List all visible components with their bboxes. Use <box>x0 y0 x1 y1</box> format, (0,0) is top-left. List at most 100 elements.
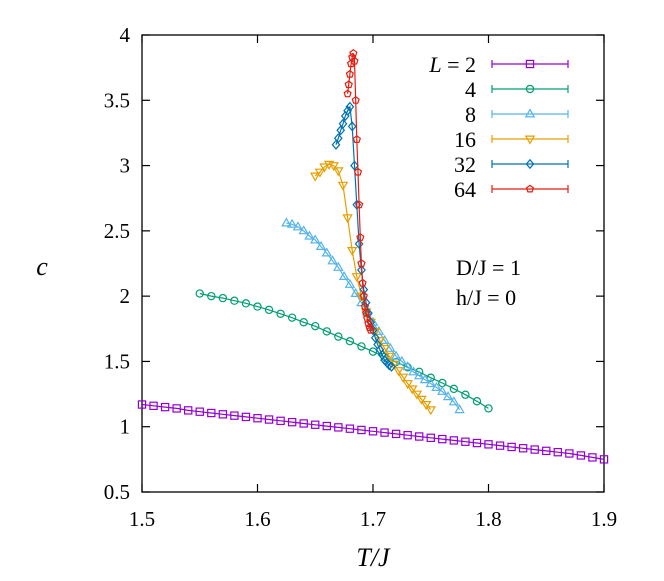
data-point <box>286 218 298 228</box>
data-point <box>553 447 563 457</box>
data-point <box>419 374 431 384</box>
data-point <box>287 417 297 427</box>
data-point <box>299 419 308 428</box>
data-point <box>352 135 362 143</box>
data-point <box>149 401 158 411</box>
legend-entry-64: 64 <box>454 177 569 202</box>
data-point <box>437 385 448 395</box>
data-point <box>391 429 401 439</box>
x-axis-title: T/J <box>356 543 391 572</box>
data-point <box>454 404 465 414</box>
data-point <box>449 436 459 445</box>
data-point <box>354 238 364 250</box>
data-point <box>438 434 447 444</box>
data-point <box>336 125 346 136</box>
data-point <box>311 321 320 331</box>
data-point <box>195 289 204 298</box>
data-point <box>327 255 338 265</box>
data-point <box>253 302 262 311</box>
data-point <box>321 247 333 257</box>
data-point <box>241 412 251 422</box>
data-point <box>309 234 321 244</box>
data-point <box>359 291 368 300</box>
legend-entry-32: 32 <box>454 152 569 177</box>
data-point <box>354 200 364 209</box>
data-point <box>343 89 352 98</box>
data-point <box>426 373 435 382</box>
data-point <box>333 261 344 271</box>
data-point <box>384 360 394 371</box>
data-point <box>346 59 356 68</box>
data-point <box>396 355 408 365</box>
data-point <box>276 416 285 426</box>
legend-marker <box>525 158 535 170</box>
data-point <box>322 327 331 336</box>
data-point <box>415 432 424 441</box>
data-point <box>426 433 435 443</box>
annotation-hj: h/J = 0 <box>456 285 516 310</box>
data-point <box>160 402 170 412</box>
legend-marker <box>525 84 535 94</box>
y-tick-label: 3 <box>120 154 131 178</box>
data-point <box>253 414 262 423</box>
data-point <box>403 431 412 440</box>
data-point <box>360 302 370 311</box>
data-point <box>351 273 363 283</box>
data-point <box>264 415 274 424</box>
y-tick-label: 0.5 <box>104 480 130 504</box>
legend-marker <box>525 184 535 193</box>
data-point <box>328 162 339 172</box>
data-point <box>315 240 327 250</box>
data-point <box>518 444 528 453</box>
data-point <box>319 163 330 173</box>
data-point <box>350 56 359 65</box>
data-point <box>365 323 374 331</box>
series-2 <box>137 400 609 464</box>
data-point <box>358 278 367 287</box>
data-point <box>420 401 432 411</box>
data-point <box>416 395 427 405</box>
data-point <box>425 377 437 388</box>
data-point <box>357 342 366 351</box>
x-tick-label: 1.5 <box>129 507 155 531</box>
data-point <box>218 410 228 419</box>
data-point <box>576 451 586 460</box>
data-point <box>356 233 365 241</box>
x-tick-label: 1.9 <box>591 507 617 531</box>
legend-label: L = 2 <box>428 52 476 77</box>
data-point <box>507 442 516 452</box>
x-tick-label: 1.8 <box>475 507 501 531</box>
data-point <box>448 396 460 406</box>
data-point <box>402 361 413 371</box>
data-point <box>351 95 360 104</box>
data-point <box>402 380 413 390</box>
data-point <box>390 350 402 360</box>
series-line <box>286 222 461 411</box>
y-tick-label: 3.5 <box>104 88 130 112</box>
series-line <box>199 292 489 409</box>
data-point <box>334 423 343 432</box>
data-point <box>472 438 482 448</box>
data-point <box>281 217 292 227</box>
legend-prefix: L <box>428 52 441 77</box>
data-point <box>542 446 551 456</box>
data-point <box>172 404 181 413</box>
data-point <box>383 352 395 362</box>
data-point <box>530 445 539 454</box>
data-point <box>345 424 355 433</box>
data-point <box>184 406 193 415</box>
x-tick-label: 1.7 <box>360 507 386 531</box>
data-point <box>347 121 357 132</box>
data-point <box>195 407 204 416</box>
data-point <box>333 133 343 144</box>
data-point <box>331 139 341 150</box>
data-point <box>461 437 470 446</box>
data-point <box>461 390 470 399</box>
legend-value: = 2 <box>442 52 476 77</box>
data-point <box>322 421 332 431</box>
legend-entry-8: 8 <box>465 102 569 127</box>
data-point <box>387 361 396 372</box>
data-point <box>346 247 358 256</box>
legend-entry-4: 4 <box>465 77 569 102</box>
